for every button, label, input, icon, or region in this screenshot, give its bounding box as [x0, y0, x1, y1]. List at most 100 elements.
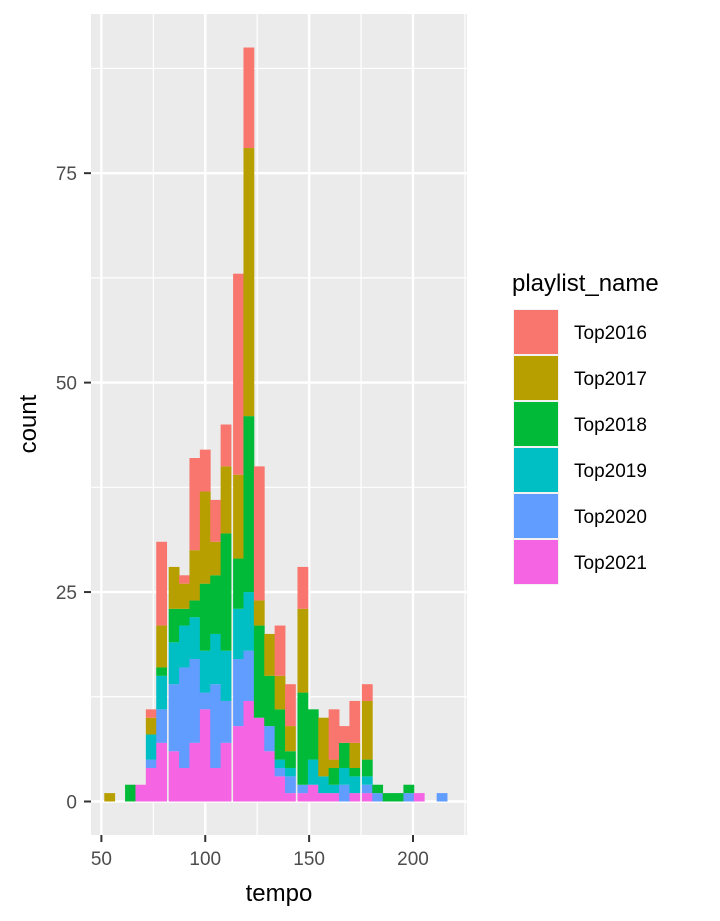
legend-label: Top2021 [574, 553, 647, 574]
bar-segment [220, 466, 232, 534]
bar-segment [328, 784, 340, 794]
bar-segment [253, 466, 265, 601]
legend-swatch [514, 356, 558, 400]
bar-segment [264, 633, 276, 676]
bar-segment [297, 608, 309, 693]
legend-swatch [514, 494, 558, 538]
bar-segment [328, 793, 340, 802]
bar-segment [199, 709, 211, 802]
bar-segment [243, 650, 255, 701]
bar-segment [361, 759, 373, 777]
bar-segment [168, 566, 180, 609]
bar-segment [220, 650, 232, 701]
bar-segment [156, 675, 168, 710]
bar-segment [285, 767, 296, 777]
bar-segment [361, 684, 373, 701]
bar-segment [253, 625, 265, 718]
x-tick-label: 100 [189, 849, 221, 870]
bar-segment [307, 759, 319, 785]
bar-segment [393, 793, 404, 802]
bar-segment [318, 717, 330, 777]
bar-segment [274, 675, 286, 710]
bar-segment [349, 700, 361, 743]
y-axis-title: count [15, 394, 42, 453]
legend-label: Top2016 [574, 323, 647, 344]
bar-segment [168, 751, 180, 802]
bar-segment [210, 499, 222, 542]
bar-segment [243, 47, 255, 149]
bar-segment [156, 709, 168, 743]
bar-segment [285, 776, 296, 794]
legend-swatch [514, 310, 558, 354]
x-tick-label: 50 [91, 849, 112, 870]
bar-segment [199, 491, 211, 584]
legend: playlist_name Top2016Top2017Top2018Top20… [512, 270, 659, 585]
bar-segment [349, 776, 361, 794]
bar-segment [403, 784, 415, 794]
bar-segment [179, 767, 190, 802]
bar-segment [220, 533, 232, 651]
bar-segment [210, 575, 222, 634]
bar-segment [297, 793, 309, 802]
bar-segment [220, 742, 232, 802]
bar-segment [361, 700, 373, 760]
legend-title: playlist_name [512, 270, 659, 297]
bar-segment [210, 684, 222, 768]
bar-segment [156, 541, 168, 626]
legend-label: Top2017 [574, 369, 647, 390]
bar-segment [210, 767, 222, 802]
bar-segment [403, 793, 415, 802]
bar-segment [274, 767, 286, 777]
bar-segment [135, 784, 147, 802]
bar-segment [318, 776, 330, 794]
bar-segment [145, 709, 157, 718]
bar-segment [318, 793, 330, 802]
bar-segment [210, 633, 222, 685]
bars [104, 47, 448, 802]
bar-segment [339, 742, 350, 768]
bar-segment [179, 583, 190, 609]
bar-segment [382, 793, 394, 802]
bar-segment [285, 751, 296, 768]
bar-segment [233, 558, 244, 609]
bar-segment [210, 541, 222, 576]
bar-segment [274, 759, 286, 768]
bar-segment [274, 625, 286, 676]
bar-segment [189, 458, 201, 551]
bar-segment [233, 608, 244, 660]
bar-segment [372, 793, 384, 802]
bar-segment [156, 742, 168, 802]
bar-segment [328, 759, 340, 768]
legend-label: Top2020 [574, 507, 647, 528]
bar-segment [168, 642, 180, 685]
bar-segment [243, 148, 255, 417]
bar-segment [328, 767, 340, 785]
bar-segment [199, 692, 211, 710]
bar-segment [285, 793, 296, 802]
bar-segment [179, 575, 190, 584]
bar-segment [339, 784, 350, 802]
bar-segment [361, 793, 373, 802]
bar-segment [156, 625, 168, 668]
bar-segment [264, 675, 276, 727]
bar-segment [372, 784, 384, 794]
bar-segment [125, 784, 136, 802]
x-axis: 50 100 150 200 [91, 835, 429, 870]
bar-segment [339, 767, 350, 785]
bar-segment [253, 600, 265, 626]
bar-segment [297, 566, 309, 609]
bar-segment [233, 726, 244, 802]
y-tick-label: 0 [66, 792, 77, 813]
x-axis-title: tempo [246, 880, 313, 907]
bar-segment [243, 592, 255, 651]
bar-segment [145, 767, 157, 802]
x-tick-label: 200 [397, 849, 429, 870]
bar-segment [189, 600, 201, 618]
bar-segment [199, 583, 211, 651]
bar-segment [297, 784, 309, 794]
x-tick-label: 150 [293, 849, 325, 870]
bar-segment [264, 751, 276, 802]
bar-segment [349, 793, 361, 802]
y-tick-label: 25 [56, 583, 77, 604]
